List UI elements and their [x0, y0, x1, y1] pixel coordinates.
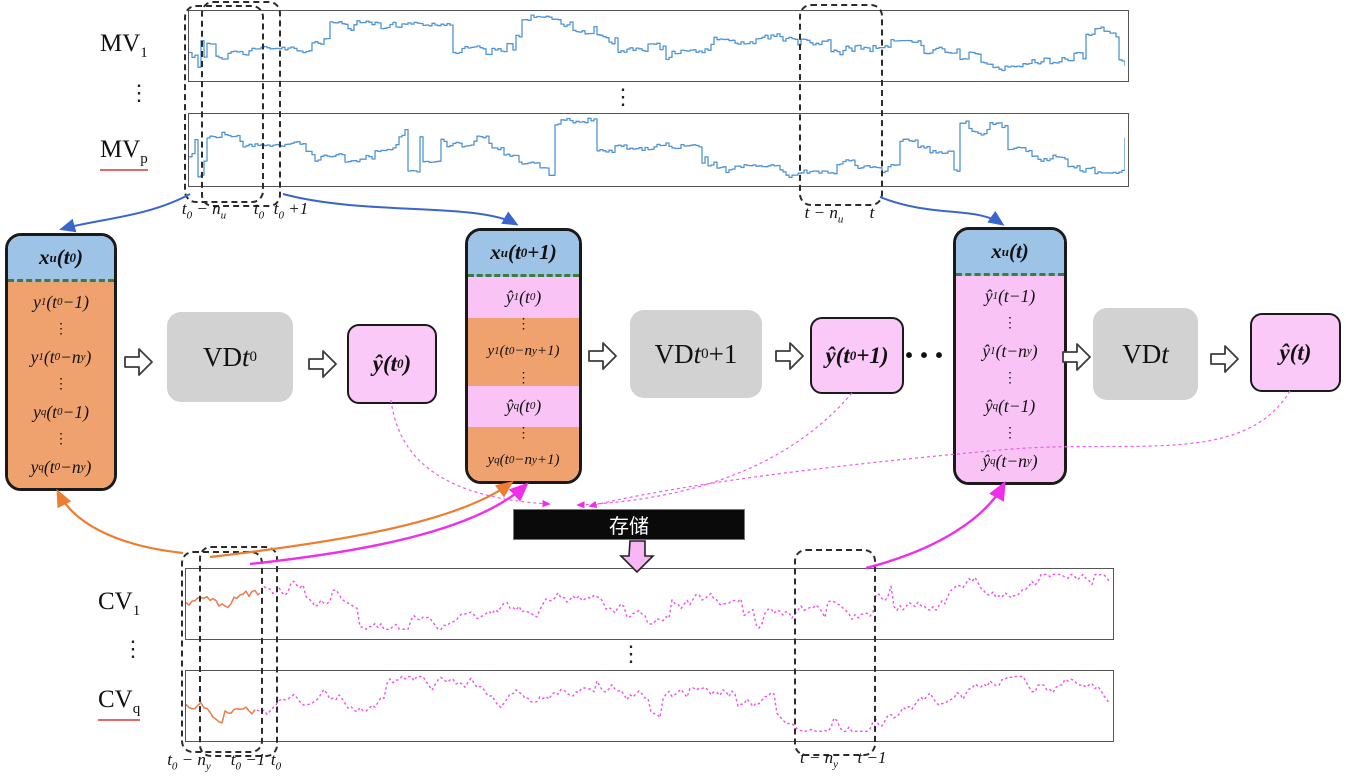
flow-arrow — [1062, 343, 1091, 371]
vector-row-dots: ⋮ — [54, 432, 68, 447]
cvq-chart-panel — [185, 670, 1114, 742]
mv1-label: MV1 — [100, 30, 148, 61]
vd-model-t: VD t — [1093, 308, 1198, 400]
vector-header-t0-plus1: x u (t 0 +1) — [468, 231, 579, 277]
mvp-series-line — [189, 117, 1125, 179]
vector-row-dots: ⋮ — [54, 322, 68, 337]
vd-model-t0-plus1: VD t 0 +1 — [630, 310, 762, 398]
prediction-box-t0: ŷ(t 0) — [347, 324, 437, 404]
axis-label-t-minus1: t −1 — [857, 748, 887, 767]
axis-label-t0-minus1: t0 −1 — [230, 750, 266, 773]
axis-label-t-minus-ny: t − ny — [799, 748, 839, 771]
axis-label-t0-minus-nu: t0 − nu — [181, 199, 227, 222]
axis-label-t-minus-nu: t − nu — [804, 203, 844, 226]
vector-row: ŷ q (t 0) — [468, 386, 579, 427]
vector-header-t0: x u (t 0) — [8, 236, 114, 282]
flow-arrow — [124, 348, 153, 376]
cv1-series-line — [186, 573, 1110, 630]
cvq-series-line — [186, 675, 1110, 732]
cv1-chart-panel — [185, 568, 1114, 640]
arrow-mv-to-xu-t — [879, 196, 1005, 226]
cv-panels-dots: ⋮ — [620, 641, 642, 666]
axis-label-t0-top: t0 — [253, 199, 265, 222]
mv-window-t0-plus1 — [201, 1, 281, 207]
flow-arrow — [775, 342, 804, 370]
axis-label-t-top: t — [869, 203, 875, 222]
arrow-mv-to-xu-t0plus1 — [282, 193, 519, 226]
cv-vertical-dots: ⋮ — [122, 636, 144, 661]
vector-row: ŷ 1 (t−1) — [984, 285, 1036, 306]
mv-window-t0-history — [184, 5, 264, 203]
axis-label-t0-minus-ny: t0 − ny — [167, 750, 211, 773]
cv-window-t0 — [199, 546, 278, 757]
prediction-box-t0-plus1: ŷ(t 0 +1) — [810, 317, 904, 394]
vector-row: y q (t 0 −n y +1) — [468, 440, 579, 481]
vector-header-t: x u (t) — [956, 230, 1064, 276]
prediction-box-t: ŷ(t) — [1250, 313, 1341, 392]
storage-box: 存储 — [513, 509, 745, 540]
arrow-yhat-t-to-storage — [588, 390, 1291, 508]
vector-row: ŷ q (t−1) — [984, 395, 1036, 416]
input-vector-box-t0: x u (t 0) y 1 (t 0 −1) ⋮ y 1 (t 0 −n y) ⋮ y q (t 0 −1… — [5, 233, 117, 491]
vector-row: y 1 (t 0 −1) — [33, 291, 89, 312]
cv1-label: CV1 — [98, 588, 141, 619]
arrow-cv-to-xu-t0 — [56, 489, 184, 555]
vector-row-dots: ⋮ — [1003, 371, 1017, 386]
axis-label-t0-plus1: t0 +1 — [273, 199, 309, 222]
mv1-series-line — [189, 14, 1125, 72]
vector-row-dots: ⋮ — [1003, 316, 1017, 331]
cvq-label: CVq — [98, 686, 141, 721]
vector-row: y q (t 0 −n y) — [30, 456, 92, 477]
mv1-chart-panel — [188, 10, 1129, 82]
vector-row: ŷ 1 (t 0) — [468, 277, 579, 318]
mv-window-t — [799, 4, 883, 206]
input-vector-box-t0-plus1: x u (t 0 +1) ŷ 1 (t 0) ⋮ y 1 (t 0 −n y +1) ⋮ ŷ q (t 0) … — [465, 228, 582, 484]
input-vector-box-t: x u (t) ŷ 1 (t−1) ⋮ ŷ 1 (t−n y) ⋮ ŷ q (t−1) ⋮ ŷ q(… — [953, 227, 1067, 485]
vector-row: y q (t 0 −1) — [33, 401, 89, 422]
flow-arrow — [588, 342, 617, 370]
cv-window-t — [794, 549, 876, 756]
arrow-storage-to-xu-t0plus1 — [249, 482, 529, 566]
vector-row: y 1 (t 0 −n y) — [30, 346, 92, 367]
mvp-label: MVp — [100, 136, 148, 171]
mv-vertical-dots: ⋮ — [128, 80, 150, 105]
ellipsis: ··· — [903, 335, 949, 375]
vector-row: ŷ q (t−n y) — [982, 450, 1038, 471]
vector-row-dots: ⋮ — [468, 317, 579, 332]
mvp-chart-panel — [188, 113, 1129, 187]
flow-arrow — [308, 350, 337, 378]
vector-row-dots: ⋮ — [468, 426, 579, 441]
arrow-storage-to-xu-t — [865, 480, 1006, 570]
flow-arrow — [1210, 345, 1239, 373]
vector-row-dots: ⋮ — [468, 372, 579, 386]
arrow-yhat-t0plus1-to-storage — [576, 392, 853, 509]
axis-label-t0-bottom: t0 — [270, 750, 282, 773]
vector-row-dots: ⋮ — [54, 377, 68, 392]
vector-row: ŷ 1 (t−n y) — [982, 340, 1038, 361]
vector-row-dots: ⋮ — [1003, 426, 1017, 441]
mv-panels-dots: ⋮ — [612, 84, 634, 109]
vector-row: y 1 (t 0 −n y +1) — [468, 331, 579, 372]
